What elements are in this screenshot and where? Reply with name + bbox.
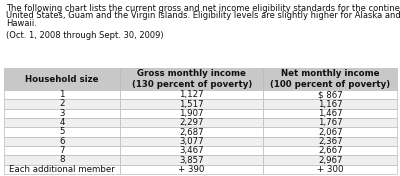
Text: Gross monthly income
(130 percent of poverty): Gross monthly income (130 percent of pov… <box>132 69 252 89</box>
Text: 1,467: 1,467 <box>318 109 342 118</box>
Bar <box>263 68 397 90</box>
Bar <box>4 109 120 118</box>
Bar <box>120 155 263 165</box>
Text: 1: 1 <box>59 90 65 99</box>
Bar <box>4 68 120 90</box>
Bar <box>263 146 397 155</box>
Bar <box>263 137 397 146</box>
Bar <box>4 137 120 146</box>
Bar <box>4 165 120 174</box>
Text: 2,687: 2,687 <box>179 127 204 137</box>
Bar <box>120 68 263 90</box>
Text: Hawaii.: Hawaii. <box>6 19 37 28</box>
Text: Net monthly income
(100 percent of poverty): Net monthly income (100 percent of pover… <box>270 69 390 89</box>
Bar <box>120 99 263 109</box>
Text: + 300: + 300 <box>317 165 344 174</box>
Bar <box>120 118 263 127</box>
Bar <box>4 99 120 109</box>
Text: 3,857: 3,857 <box>179 156 204 165</box>
Text: 2,067: 2,067 <box>318 127 342 137</box>
Bar <box>120 137 263 146</box>
Text: 1,517: 1,517 <box>179 99 204 108</box>
Text: 8: 8 <box>59 156 65 165</box>
Text: 2,297: 2,297 <box>180 118 204 127</box>
Bar <box>263 155 397 165</box>
Bar <box>4 118 120 127</box>
Text: Household size: Household size <box>25 74 99 83</box>
Text: (Oct. 1, 2008 through Sept. 30, 2009): (Oct. 1, 2008 through Sept. 30, 2009) <box>6 30 164 39</box>
Bar <box>263 127 397 137</box>
Text: 3: 3 <box>59 109 65 118</box>
Bar <box>4 155 120 165</box>
Text: 1,167: 1,167 <box>318 99 342 108</box>
Text: Each additional member: Each additional member <box>9 165 115 174</box>
Bar <box>4 146 120 155</box>
Bar <box>120 109 263 118</box>
Bar <box>120 165 263 174</box>
Text: + 390: + 390 <box>178 165 205 174</box>
Text: 2,367: 2,367 <box>318 137 342 146</box>
Bar <box>263 165 397 174</box>
Bar <box>263 99 397 109</box>
Text: 3,467: 3,467 <box>179 146 204 155</box>
Text: 4: 4 <box>59 118 65 127</box>
Bar <box>120 127 263 137</box>
Text: 2,667: 2,667 <box>318 146 342 155</box>
Text: United States, Guam and the Virgin Islands. Eligibility levels are slightly high: United States, Guam and the Virgin Islan… <box>6 11 400 20</box>
Text: The following chart lists the current gross and net income eligibility standards: The following chart lists the current gr… <box>6 4 400 13</box>
Bar <box>4 90 120 99</box>
Text: 1,767: 1,767 <box>318 118 342 127</box>
Bar <box>263 118 397 127</box>
Text: 6: 6 <box>59 137 65 146</box>
Bar <box>4 127 120 137</box>
Text: 3,077: 3,077 <box>179 137 204 146</box>
Bar <box>120 146 263 155</box>
Text: 1,127: 1,127 <box>179 90 204 99</box>
Bar <box>263 109 397 118</box>
Bar <box>120 90 263 99</box>
Bar <box>263 90 397 99</box>
Text: 7: 7 <box>59 146 65 155</box>
Text: 2,967: 2,967 <box>318 156 342 165</box>
Text: 2: 2 <box>59 99 65 108</box>
Text: 1,907: 1,907 <box>180 109 204 118</box>
Text: $ 867: $ 867 <box>318 90 342 99</box>
Text: 5: 5 <box>59 127 65 137</box>
